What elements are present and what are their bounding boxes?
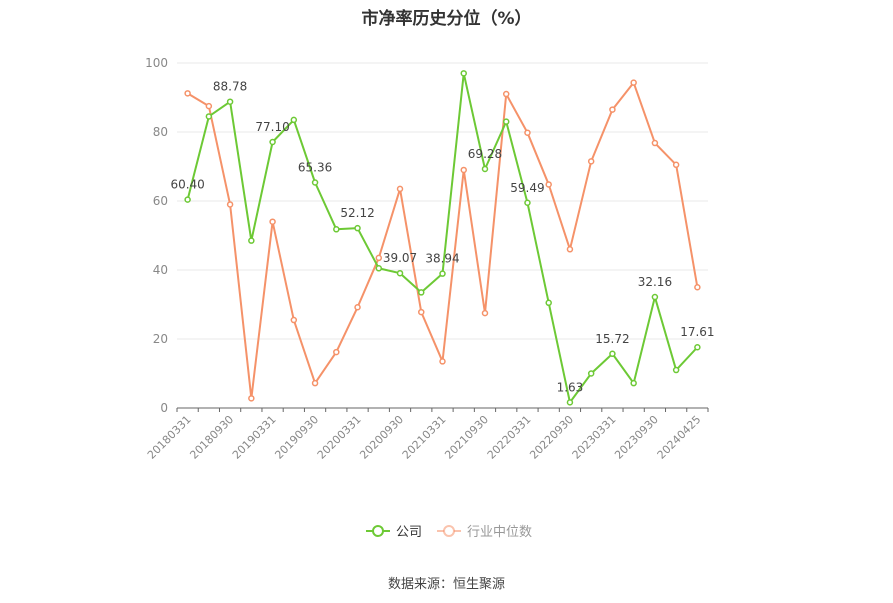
data-label: 32.16 bbox=[638, 275, 672, 289]
y-tick-label: 0 bbox=[160, 401, 168, 415]
data-point bbox=[248, 237, 255, 244]
data-point bbox=[311, 179, 319, 186]
data-point bbox=[375, 254, 383, 262]
x-tick-label: 20230930 bbox=[612, 413, 661, 462]
data-label: 1.63 bbox=[557, 380, 584, 394]
data-point bbox=[205, 102, 213, 110]
data-point bbox=[694, 343, 701, 351]
data-label: 52.12 bbox=[340, 206, 374, 220]
x-tick-label: 20190331 bbox=[230, 413, 279, 462]
legend-marker bbox=[372, 525, 384, 537]
data-point bbox=[630, 379, 637, 387]
data-label: 65.36 bbox=[298, 161, 332, 175]
data-label: 17.61 bbox=[680, 325, 714, 339]
data-point bbox=[502, 118, 510, 125]
data-point bbox=[502, 90, 510, 98]
x-tick-label: 20210331 bbox=[400, 413, 449, 462]
data-point bbox=[439, 358, 446, 365]
data-point bbox=[609, 350, 616, 358]
chart-title: 市净率历史分位（%） bbox=[361, 9, 532, 29]
data-point bbox=[311, 379, 319, 387]
data-point bbox=[354, 304, 361, 311]
data-point bbox=[290, 316, 298, 324]
data-point bbox=[333, 226, 340, 233]
data-point bbox=[418, 289, 425, 296]
y-tick-label: 40 bbox=[153, 263, 168, 277]
y-tick-label: 80 bbox=[153, 125, 168, 139]
x-tick-label: 20190930 bbox=[272, 413, 321, 462]
data-label: 69.28 bbox=[468, 147, 502, 161]
data-point bbox=[439, 270, 446, 277]
data-point bbox=[354, 224, 361, 232]
data-label: 88.78 bbox=[213, 80, 247, 94]
x-tick-label: 20200331 bbox=[315, 413, 364, 462]
x-tick-label: 20180331 bbox=[145, 413, 194, 462]
data-point bbox=[184, 90, 191, 97]
y-tick-label: 60 bbox=[153, 194, 168, 208]
data-point bbox=[481, 309, 489, 317]
data-point bbox=[375, 265, 383, 272]
x-tick-label: 20240425 bbox=[655, 413, 704, 462]
data-point bbox=[269, 218, 276, 225]
x-tick-label: 20220331 bbox=[485, 413, 534, 462]
legend-marker bbox=[443, 525, 455, 537]
legend-label: 行业中位数 bbox=[467, 525, 532, 540]
data-point bbox=[566, 246, 574, 253]
data-point bbox=[460, 70, 467, 77]
data-label: 15.72 bbox=[595, 332, 629, 346]
legend-item-company: 公司 bbox=[366, 525, 422, 540]
data-point bbox=[460, 166, 467, 174]
data-point bbox=[587, 158, 595, 165]
data-point bbox=[566, 399, 574, 406]
data-point bbox=[524, 199, 531, 207]
x-tick-label: 20200930 bbox=[357, 413, 406, 462]
x-tick-label: 20220930 bbox=[527, 413, 576, 462]
data-point bbox=[248, 395, 255, 402]
data-label: 39.07 bbox=[383, 251, 417, 265]
legend-label: 公司 bbox=[396, 525, 422, 540]
data-label: 59.49 bbox=[510, 181, 544, 195]
data-point bbox=[651, 293, 659, 301]
data-point bbox=[184, 196, 191, 203]
x-tick-label: 20180930 bbox=[187, 413, 236, 462]
data-point bbox=[333, 348, 340, 356]
data-point bbox=[587, 370, 595, 377]
data-point bbox=[694, 284, 701, 291]
data-point bbox=[226, 201, 234, 208]
x-tick-label: 20210930 bbox=[442, 413, 491, 462]
source-note: 数据来源：恒生聚源 bbox=[387, 577, 505, 592]
data-point bbox=[205, 113, 213, 120]
y-tick-label: 20 bbox=[153, 332, 168, 346]
data-point bbox=[396, 185, 404, 193]
data-point bbox=[524, 129, 531, 136]
y-tick-label: 100 bbox=[145, 56, 168, 70]
data-point bbox=[226, 98, 234, 105]
legend-item-industry: 行业中位数 bbox=[437, 525, 532, 540]
data-label: 77.10 bbox=[255, 120, 289, 134]
data-point bbox=[651, 139, 659, 147]
data-point bbox=[418, 308, 425, 316]
data-point bbox=[630, 79, 637, 86]
data-point bbox=[672, 161, 680, 169]
data-point bbox=[672, 366, 680, 374]
data-point bbox=[609, 106, 616, 113]
data-point bbox=[396, 269, 404, 277]
data-point bbox=[481, 165, 489, 173]
data-point bbox=[290, 116, 298, 124]
data-label: 38.94 bbox=[425, 252, 459, 266]
data-point bbox=[269, 138, 276, 146]
data-point bbox=[545, 299, 552, 307]
x-tick-label: 20230331 bbox=[570, 413, 619, 462]
data-point bbox=[545, 181, 552, 188]
data-label: 60.40 bbox=[170, 178, 204, 192]
